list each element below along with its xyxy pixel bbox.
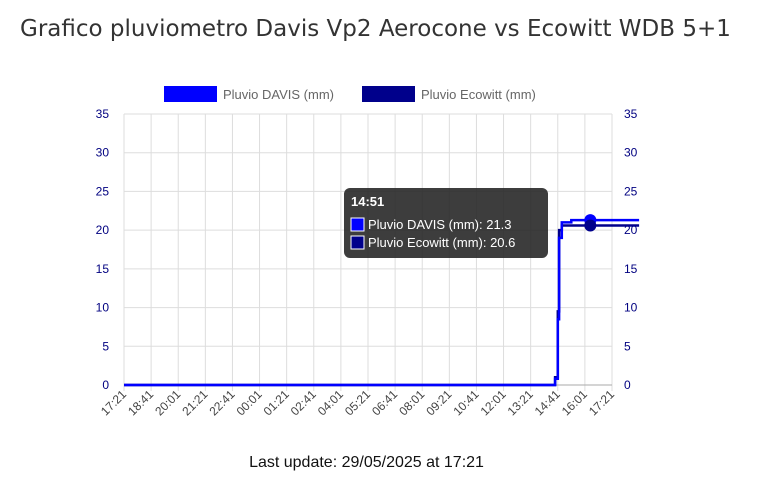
x-tick-label: 14:41 (532, 387, 563, 418)
chart-title: Grafico pluviometro Davis Vp2 Aerocone v… (20, 16, 731, 42)
y-tick-label-left: 35 (96, 107, 110, 121)
x-tick-label: 16:01 (559, 387, 590, 418)
tooltip-swatch-0 (350, 217, 365, 232)
x-tick-label: 21:21 (179, 387, 210, 418)
tooltip-box (344, 188, 548, 258)
x-tick-label: 12:01 (478, 387, 509, 418)
series-layer (124, 214, 640, 387)
y-tick-label-right: 10 (624, 301, 638, 315)
tooltip-line-1: Pluvio Ecowitt (mm): 20.6 (368, 235, 515, 250)
y-tick-label-right: 30 (624, 146, 638, 160)
tooltip-swatch-1 (350, 235, 365, 250)
series-line-0 (124, 218, 640, 387)
y-tick-label-right: 5 (624, 339, 631, 353)
x-tick-label: 18:41 (125, 387, 156, 418)
y-tick-label-left: 15 (96, 262, 110, 276)
y-tick-label-right: 0 (624, 378, 631, 392)
x-tick-label: 04:01 (315, 387, 346, 418)
x-tick-label: 13:21 (505, 387, 536, 418)
y-axis-left: 0 5 10 15 20 25 30 35 (96, 107, 110, 392)
x-tick-label: 06:41 (369, 387, 400, 418)
x-tick-label: 09:21 (423, 387, 454, 418)
tooltip: 14:51 Pluvio DAVIS (mm): 21.3 Pluvio Ecowi… (344, 188, 548, 258)
x-tick-label: 01:21 (261, 387, 292, 418)
hover-point-1[interactable] (584, 219, 597, 232)
x-tick-label: 10:41 (450, 387, 481, 418)
x-tick-label: 00:01 (234, 387, 265, 418)
legend[interactable]: Pluvio DAVIS (mm) Pluvio Ecowitt (mm) (164, 86, 536, 102)
y-tick-label-left: 0 (102, 378, 109, 392)
legend-swatch (362, 86, 415, 102)
x-tick-label: 08:01 (396, 387, 427, 418)
legend-item-1[interactable]: Pluvio Ecowitt (mm) (362, 86, 536, 102)
legend-item-0[interactable]: Pluvio DAVIS (mm) (164, 86, 334, 102)
legend-label: Pluvio Ecowitt (mm) (421, 87, 536, 102)
y-tick-label-left: 20 (96, 223, 110, 237)
tooltip-line-0: Pluvio DAVIS (mm): 21.3 (368, 217, 512, 232)
y-tick-label-right: 35 (624, 107, 638, 121)
x-tick-label: 22:41 (206, 387, 237, 418)
last-update-text: Last update: 29/05/2025 at 17:21 (249, 454, 484, 471)
y-tick-label-left: 10 (96, 301, 110, 315)
legend-swatch (164, 86, 217, 102)
x-tick-label: 05:21 (342, 387, 373, 418)
legend-label: Pluvio DAVIS (mm) (223, 87, 334, 102)
y-tick-label-right: 15 (624, 262, 638, 276)
x-tick-label: 02:41 (288, 387, 319, 418)
x-tick-label: 17:21 (586, 387, 617, 418)
tooltip-title: 14:51 (351, 194, 384, 209)
y-tick-label-left: 30 (96, 146, 110, 160)
x-axis: 17:21 18:4120:0121:2122:4100:0101:2102:41… (98, 384, 617, 418)
y-tick-label-left: 5 (102, 339, 109, 353)
y-tick-label-right: 25 (624, 184, 638, 198)
x-tick-label: 20:01 (152, 387, 183, 418)
y-tick-label-left: 25 (96, 184, 110, 198)
